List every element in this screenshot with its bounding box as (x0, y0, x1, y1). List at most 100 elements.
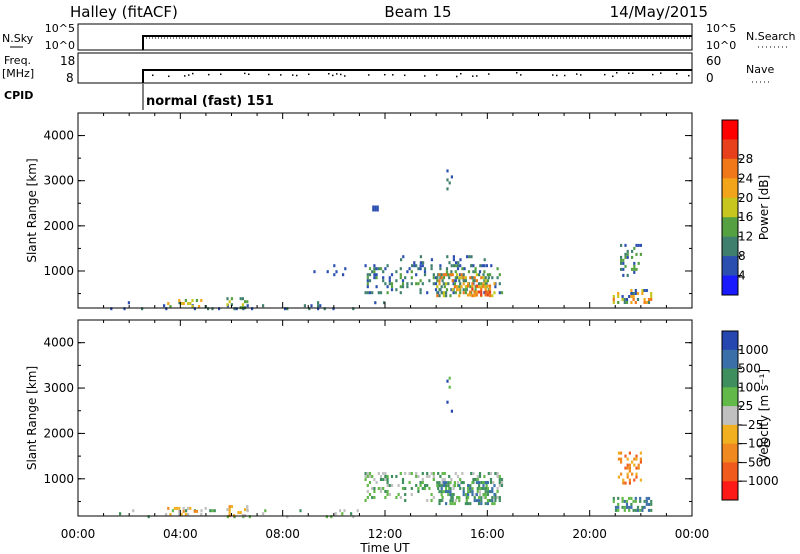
heatmap-cell (456, 273, 459, 277)
heatmap-cell (625, 505, 629, 509)
heatmap-cell (632, 508, 635, 512)
heatmap-cell (620, 258, 623, 262)
heatmap-cell (399, 276, 402, 280)
heatmap-cell (438, 288, 441, 292)
heatmap-cell (432, 276, 435, 280)
heatmap-cell (445, 481, 448, 485)
heatmap-cell (620, 472, 623, 476)
heatmap-cell (366, 484, 369, 487)
heatmap-cell (187, 302, 190, 305)
heatmap-cell (462, 282, 465, 286)
heatmap-cell (630, 292, 633, 295)
heatmap-cell (637, 466, 640, 470)
heatmap-cell (141, 307, 144, 311)
heatmap-cell (440, 493, 443, 497)
heatmap-cell (486, 290, 489, 294)
nsky-tick-bottom-right: 10^0 (706, 39, 736, 52)
heatmap-cell (430, 267, 433, 271)
heatmap-cell (459, 478, 462, 481)
heatmap-cell (386, 484, 389, 487)
heatmap-cell (401, 478, 405, 481)
heatmap-cell (401, 282, 405, 286)
heatmap-cell (417, 487, 420, 490)
heatmap-cell (483, 496, 486, 499)
heatmap-cell (233, 307, 236, 311)
heatmap-cell (226, 297, 229, 301)
heatmap-cell (207, 307, 210, 311)
nave-point (520, 74, 522, 76)
heatmap-cell (486, 284, 489, 288)
heatmap-cell (239, 511, 242, 515)
heatmap-cell (493, 493, 496, 497)
heatmap-cell (467, 484, 470, 488)
heatmap-cell (169, 305, 172, 308)
heatmap-cell (449, 490, 452, 494)
heatmap-cell (426, 291, 429, 295)
heatmap-cell (386, 291, 389, 295)
heatmap-cell (496, 490, 499, 493)
heatmap-cell (630, 502, 633, 506)
heatmap-cell (453, 282, 456, 286)
heatmap-cell (450, 288, 453, 292)
heatmap-cell (386, 493, 389, 496)
heatmap-cell (147, 515, 150, 519)
heatmap-cell (635, 454, 638, 458)
heatmap-cell (447, 282, 450, 286)
heatmap-cell (469, 502, 472, 506)
heatmap-cell (397, 484, 400, 487)
heatmap-cell (617, 457, 620, 461)
heatmap-cell (620, 255, 623, 259)
y-tick-label: 1000 (43, 264, 74, 278)
heatmap-cell (639, 508, 642, 512)
heatmap-cell (486, 487, 489, 491)
heatmap-cell (467, 496, 470, 500)
heatmap-cell (478, 490, 482, 493)
heatmap-cell (637, 261, 640, 265)
nave-point (244, 72, 246, 75)
heatmap-cell (496, 267, 499, 271)
heatmap-cell (319, 304, 322, 308)
heatmap-cell (474, 288, 477, 292)
heatmap-cell (456, 267, 460, 271)
x-axis-label: Time UT (359, 541, 410, 554)
heatmap-cell (442, 273, 445, 277)
heatmap-cell (469, 487, 472, 491)
heatmap-cell (415, 282, 418, 286)
colorbar-swatch (722, 406, 738, 426)
heatmap-cell (491, 487, 494, 491)
heatmap-cell (458, 285, 461, 289)
heatmap-cell (482, 484, 485, 488)
nave-point (332, 74, 334, 77)
x-tick-label: 00:00 (61, 527, 96, 541)
heatmap-cell (617, 502, 620, 506)
heatmap-cell (443, 472, 446, 475)
nsky-label: N.Sky (2, 32, 34, 45)
heatmap-cell (489, 481, 493, 484)
colorbar-tick-label: −500 (738, 455, 771, 469)
heatmap-cell (371, 270, 374, 274)
heatmap-cell (406, 282, 409, 286)
heatmap-cell (442, 294, 445, 298)
colorbar-swatch (722, 236, 738, 257)
nsearch-label: N.Search (746, 30, 796, 43)
heatmap-cell (500, 478, 504, 481)
heatmap-cell (366, 282, 369, 286)
heatmap-cell (482, 282, 485, 286)
heatmap-cell (442, 291, 445, 295)
heatmap-cell (180, 512, 183, 516)
heatmap-cell (488, 290, 492, 294)
heatmap-cell (198, 305, 201, 308)
nave-point (188, 74, 190, 76)
heatmap-cell (489, 490, 492, 494)
heatmap-cell (373, 264, 376, 268)
heatmap-cell (496, 276, 499, 280)
heatmap-cell (226, 515, 229, 519)
heatmap-cell (462, 481, 465, 485)
heatmap-cell (317, 307, 320, 311)
heatmap-cell (449, 294, 452, 298)
heatmap-cell (167, 302, 170, 305)
heatmap-cell (448, 385, 451, 389)
heatmap-cell (228, 300, 231, 304)
heatmap-cell (635, 472, 638, 476)
heatmap-cell (493, 484, 496, 488)
